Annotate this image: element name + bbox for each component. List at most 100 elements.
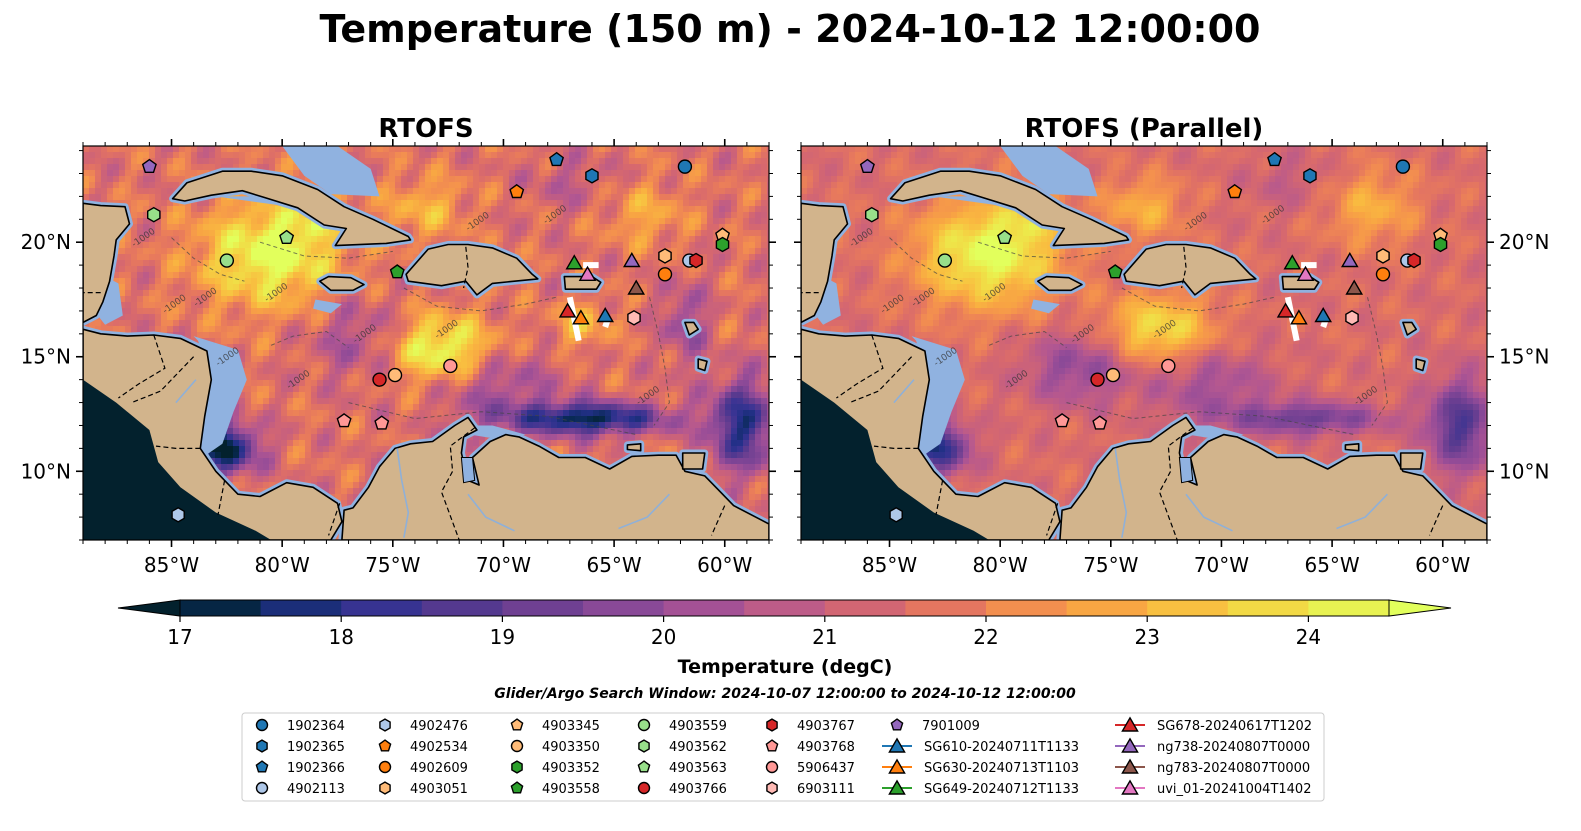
legend-marker: [639, 720, 650, 731]
colorbar-bin: [905, 600, 986, 616]
map-area: -1000-1000-1000-1000-1000-1000-1000-1000…: [801, 146, 1492, 543]
legend-label: uvi_01-20241004T1402: [1157, 782, 1311, 797]
platform-4903350: [1107, 369, 1120, 382]
legend-label: SG678-20240617T1202: [1157, 719, 1312, 734]
legend-label: SG610-20240711T1133: [924, 740, 1079, 755]
legend-label: 1902364: [287, 719, 345, 734]
search-window-caption: Glider/Argo Search Window: 2024-10-07 12…: [494, 686, 1076, 702]
legend-label: 4902476: [410, 719, 468, 734]
colorbar-label: Temperature (degC): [678, 656, 893, 678]
colorbar-bin: [1067, 600, 1148, 616]
legend-label: 4903051: [410, 782, 468, 797]
legend-marker: [639, 740, 649, 752]
legend-label: 4903558: [542, 782, 600, 797]
x-tick-label: 65°W: [586, 553, 641, 577]
legend-marker: [767, 762, 778, 773]
platform-1902364: [1396, 160, 1409, 173]
colorbar-bin: [664, 600, 745, 616]
colorbar-bin: [1308, 600, 1389, 616]
legend-marker: [257, 783, 268, 794]
legend-label: 4903350: [542, 740, 600, 755]
colorbar-bin: [1228, 600, 1309, 616]
colorbar-tick-label: 18: [328, 625, 353, 649]
colorbar-tick-label: 23: [1134, 625, 1159, 649]
platform-6903111: [628, 311, 640, 325]
legend-label: 4903768: [797, 740, 855, 755]
legend-label: 5906437: [797, 761, 855, 776]
colorbar-bin: [986, 600, 1067, 616]
platform-4903559: [938, 254, 951, 267]
platform-4903766: [373, 373, 386, 386]
platform-4903051: [659, 249, 671, 263]
figure-title: Temperature (150 m) - 2024-10-12 12:00:0…: [319, 7, 1260, 51]
legend-label: SG649-20240712T1133: [924, 782, 1079, 797]
x-tick-label: 75°W: [1083, 553, 1138, 577]
y-tick-label: 15°N: [21, 345, 71, 369]
colorbar-tick-label: 24: [1296, 625, 1321, 649]
legend-label: ng783-20240807T0000: [1157, 761, 1310, 776]
legend-label: 4903352: [542, 761, 600, 776]
platform-4903562: [148, 208, 160, 222]
colorbar-extend-max: [1389, 600, 1451, 616]
legend-label: 4902534: [410, 740, 468, 755]
legend-label: 4902113: [287, 782, 345, 797]
platform-4902476: [890, 508, 902, 522]
colorbar-bin: [502, 600, 583, 616]
platform-4903350: [389, 369, 402, 382]
colorbar-bin: [1147, 600, 1228, 616]
map-area: -1000-1000-1000-1000-1000-1000-1000-1000…: [83, 146, 774, 543]
platform-4903767: [1408, 254, 1420, 268]
x-tick-label: 85°W: [144, 553, 199, 577]
legend-label: 4903562: [669, 740, 727, 755]
platform-1902364: [678, 160, 691, 173]
legend-label: 4902609: [410, 761, 468, 776]
map-panel-2: -1000-1000-1000-1000-1000-1000-1000-1000…: [794, 114, 1549, 577]
x-tick-label: 60°W: [697, 553, 752, 577]
colorbar-tick-label: 19: [490, 625, 515, 649]
legend-label: 4903767: [797, 719, 855, 734]
colorbar-extend-min: [118, 600, 180, 616]
platform-4903766: [1091, 373, 1104, 386]
x-tick-label: 75°W: [365, 553, 420, 577]
colorbar-bin: [422, 600, 503, 616]
legend-label: 4903563: [669, 761, 727, 776]
x-tick-label: 80°W: [973, 553, 1028, 577]
platform-4902609: [658, 268, 671, 281]
platform-4903352: [1434, 238, 1446, 252]
platform-4903767: [690, 254, 702, 268]
platform-4903562: [866, 208, 878, 222]
platform-4903559: [220, 254, 233, 267]
y-tick-label: 20°N: [1499, 230, 1549, 254]
platform-4902476: [172, 508, 184, 522]
legend: 1902364190236519023664902113490247649025…: [242, 713, 1324, 801]
x-tick-label: 80°W: [255, 553, 310, 577]
panel-title: RTOFS (Parallel): [1025, 114, 1264, 144]
platform-4903051: [1377, 249, 1389, 263]
legend-marker: [767, 782, 777, 794]
platform-1902365: [586, 169, 598, 183]
legend-marker: [257, 740, 267, 752]
legend-marker: [380, 762, 391, 773]
x-tick-label: 85°W: [862, 553, 917, 577]
x-tick-label: 70°W: [1194, 553, 1249, 577]
legend-marker: [257, 720, 268, 731]
colorbar-bin: [180, 600, 261, 616]
legend-label: 1902365: [287, 740, 345, 755]
platform-4903352: [716, 238, 728, 252]
y-tick-label: 10°N: [21, 459, 71, 483]
colorbar-bin: [341, 600, 422, 616]
legend-marker: [512, 761, 522, 773]
y-tick-label: 10°N: [1499, 459, 1549, 483]
x-tick-label: 60°W: [1415, 553, 1470, 577]
platform-1902365: [1304, 169, 1316, 183]
y-tick-label: 20°N: [21, 230, 71, 254]
colorbar-bin: [583, 600, 664, 616]
legend-marker: [639, 783, 650, 794]
colorbar-bin: [744, 600, 825, 616]
colorbar-tick-label: 20: [651, 625, 676, 649]
colorbar-tick-label: 17: [167, 625, 192, 649]
legend-marker: [380, 719, 390, 731]
